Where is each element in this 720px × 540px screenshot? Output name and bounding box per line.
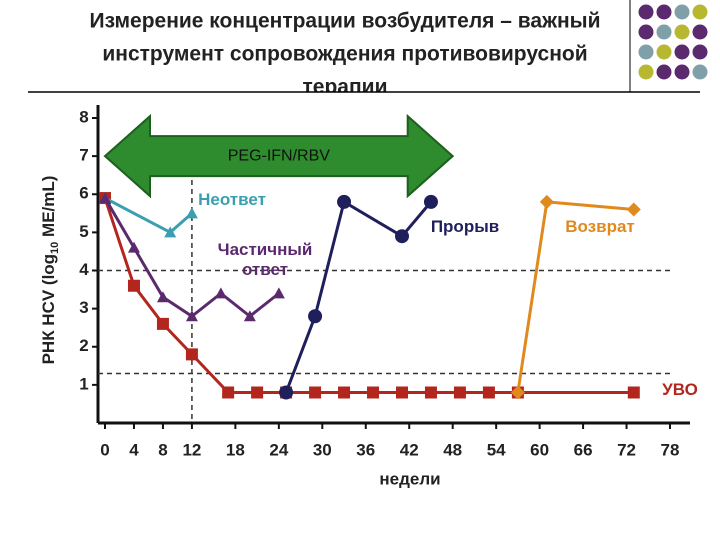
- y-label-sub: 10: [49, 242, 61, 254]
- decor-dot: [656, 24, 672, 40]
- x-tick-label: 54: [487, 440, 506, 459]
- x-tick-label: 72: [617, 440, 636, 459]
- y-tick-label: 2: [79, 336, 88, 355]
- x-tick-label: 36: [356, 440, 375, 459]
- x-tick-label: 8: [158, 440, 167, 459]
- series-label: Возврат: [565, 217, 635, 236]
- point: [222, 386, 235, 399]
- y-tick-label: 5: [79, 222, 88, 241]
- x-tick-label: 42: [400, 440, 419, 459]
- title-line: терапии: [303, 76, 388, 99]
- y-tick-label: 7: [79, 146, 88, 165]
- decor-dot: [692, 44, 708, 60]
- decor-dots: [638, 4, 708, 80]
- point: [482, 386, 495, 399]
- decor-dot: [674, 44, 690, 60]
- x-tick-label: 30: [313, 440, 332, 459]
- point: [337, 194, 352, 209]
- decor-dot: [656, 4, 672, 20]
- y-tick-label: 6: [79, 184, 88, 203]
- y-label-part: МЕ/mL): [39, 176, 58, 242]
- point: [156, 317, 169, 330]
- y-tick-label: 4: [79, 260, 89, 279]
- decor-dot: [638, 44, 654, 60]
- point: [309, 386, 322, 399]
- decor-dot: [656, 44, 672, 60]
- decor-dot: [638, 64, 654, 80]
- y-tick-label: 3: [79, 298, 88, 317]
- series-line: [103, 197, 634, 394]
- title-line: Измерение концентрации возбудителя – важ…: [89, 10, 600, 33]
- point: [164, 226, 177, 238]
- series-label: УВО: [662, 380, 698, 399]
- point: [626, 202, 641, 217]
- arrow-label: PEG-IFN/RBV: [228, 147, 331, 164]
- therapy-arrow: [103, 113, 455, 199]
- decor-dot: [692, 4, 708, 20]
- y-tick-label: 1: [79, 374, 88, 393]
- x-tick-label: 18: [226, 440, 245, 459]
- x-tick-label: 66: [574, 440, 593, 459]
- x-tick-label: 12: [182, 440, 201, 459]
- series-label: Неответ: [198, 190, 266, 209]
- decor-dot: [674, 64, 690, 80]
- x-tick-label: 78: [661, 440, 680, 459]
- point: [395, 386, 408, 399]
- decor-dot: [656, 64, 672, 80]
- point: [279, 385, 294, 400]
- point: [99, 192, 111, 204]
- decor-dot: [638, 24, 654, 40]
- series-line: [104, 196, 193, 235]
- y-tick-label: 8: [79, 107, 88, 126]
- decor-dot: [638, 4, 654, 20]
- series-label: Прорыв: [430, 217, 500, 236]
- point: [308, 309, 323, 324]
- point: [185, 310, 198, 322]
- point: [185, 348, 198, 361]
- point: [338, 386, 351, 399]
- x-tick-label: 24: [269, 440, 288, 459]
- x-tick-label: 0: [100, 440, 109, 459]
- point: [272, 287, 285, 299]
- point: [627, 386, 640, 399]
- point: [424, 386, 437, 399]
- y-label-part: РНК HCV (log: [39, 254, 58, 364]
- point: [394, 229, 409, 244]
- point: [127, 279, 140, 292]
- decor-dot: [674, 24, 690, 40]
- point: [251, 386, 264, 399]
- point: [185, 207, 198, 219]
- x-tick-label: 4: [129, 440, 139, 459]
- y-axis-label: РНК HCV (log10 МЕ/mL): [39, 176, 60, 365]
- decor-dot: [674, 4, 690, 20]
- x-axis-label: недели: [379, 469, 440, 488]
- point: [539, 194, 554, 209]
- point: [127, 241, 140, 253]
- title-line: инструмент сопровождения противовирусной: [102, 43, 587, 66]
- decor-dot: [692, 24, 708, 40]
- point: [156, 291, 169, 303]
- point: [510, 385, 525, 400]
- point: [243, 310, 256, 322]
- x-tick-label: 60: [530, 440, 549, 459]
- x-tick-label: 48: [443, 440, 462, 459]
- decor-dot: [692, 64, 708, 80]
- point: [214, 287, 227, 299]
- point: [453, 386, 466, 399]
- series-line: [284, 199, 433, 394]
- point: [423, 194, 438, 209]
- point: [367, 386, 380, 399]
- series-label: Частичный ответ: [217, 240, 313, 279]
